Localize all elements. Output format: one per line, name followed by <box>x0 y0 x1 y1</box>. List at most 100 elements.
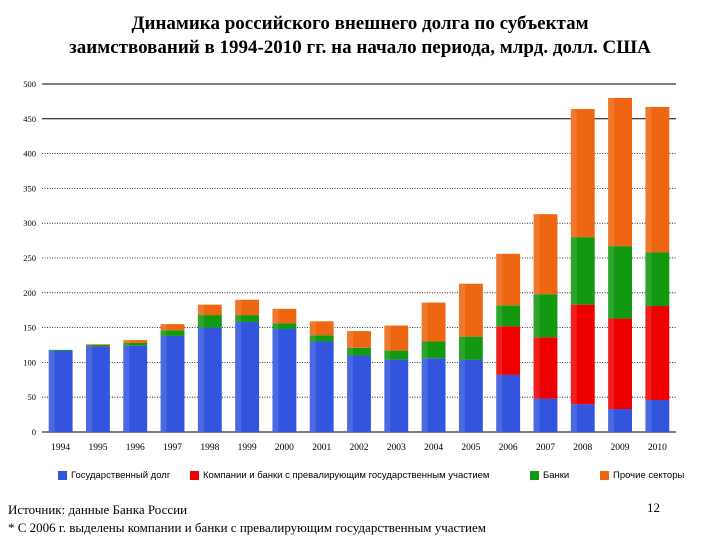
bar-segment-2007-s0 <box>533 398 558 432</box>
legend-swatch <box>58 471 67 480</box>
bar-segment-2007-s1 <box>533 337 558 399</box>
bar-highlight <box>570 237 577 305</box>
bar-segment-1997-s2 <box>160 330 185 336</box>
bar-segment-1994-s0 <box>48 350 73 432</box>
bar-segment-1999-s0 <box>235 322 260 432</box>
legend-label: Государственный долг <box>71 470 171 481</box>
legend-label: Прочие секторы <box>613 470 685 481</box>
bar-highlight <box>645 252 652 307</box>
bar-highlight <box>309 341 316 432</box>
y-tick-label: 350 <box>23 183 36 193</box>
legend-item: Прочие секторы <box>600 470 684 481</box>
bar-highlight <box>86 344 92 345</box>
bar-segment-1999-s2 <box>235 315 260 323</box>
bar-highlight <box>197 327 204 432</box>
bar-segment-2004-s2 <box>421 341 446 359</box>
legend-label: Компании и банки с превалирующим государ… <box>203 470 490 481</box>
bar-segment-1998-s3 <box>197 304 222 316</box>
bar-segment-2003-s3 <box>384 325 409 351</box>
bar-segment-2008-s2 <box>570 237 595 305</box>
bar-segment-2007-s3 <box>533 214 558 295</box>
bar-highlight <box>197 304 204 316</box>
bar-highlight <box>123 342 130 346</box>
x-tick-label: 1996 <box>126 443 145 453</box>
bar-highlight <box>645 399 652 432</box>
bar-highlight <box>160 330 167 336</box>
bar-segment-1999-s3 <box>235 299 260 316</box>
bar-segment-1995-s0 <box>86 346 110 432</box>
bar-segment-2001-s3 <box>309 321 334 336</box>
x-tick-label: 2002 <box>350 443 369 453</box>
legend-item: Банки <box>530 470 569 481</box>
bar-highlight <box>496 305 503 327</box>
source-note: Источник: данные Банка России <box>8 502 188 517</box>
bar-segment-2010-s3 <box>645 106 670 253</box>
legend-swatch <box>530 471 539 480</box>
bar-segment-2010-s0 <box>645 399 670 432</box>
bar-segment-2006-s2 <box>496 305 521 327</box>
legend-item: Компании и банки с превалирующим государ… <box>190 470 489 481</box>
chart-title-line2: заимствований в 1994-2010 гг. на начало … <box>69 37 651 58</box>
x-tick-label: 2006 <box>499 443 518 453</box>
legend-swatch <box>190 471 199 480</box>
bar-segment-2006-s3 <box>496 253 521 306</box>
bar-segment-2005-s0 <box>458 359 483 432</box>
bar-highlight <box>309 335 316 342</box>
bar-segment-1995-s3 <box>86 344 110 345</box>
bar-highlight <box>309 321 316 336</box>
bar-highlight <box>570 304 577 405</box>
bar-highlight <box>458 283 465 337</box>
bar-highlight <box>421 358 428 432</box>
bar-highlight <box>608 318 615 410</box>
bar-highlight <box>645 306 652 400</box>
bar-segment-2004-s3 <box>421 302 446 342</box>
bar-highlight <box>496 326 503 375</box>
bar-segment-1996-s2 <box>123 342 148 346</box>
bar-segment-2008-s0 <box>570 404 595 432</box>
page-number: 12 <box>647 500 660 515</box>
y-tick-label: 250 <box>23 253 36 263</box>
y-tick-label: 450 <box>23 114 36 124</box>
bar-highlight <box>160 324 167 331</box>
bar-segment-2002-s0 <box>347 355 371 432</box>
x-tick-label: 1999 <box>238 443 257 453</box>
bar-segment-2004-s0 <box>421 358 446 432</box>
bar-segment-2001-s2 <box>309 335 334 342</box>
bar-segment-2002-s3 <box>347 331 371 348</box>
bar-highlight <box>123 340 130 343</box>
bar-highlight <box>197 315 204 328</box>
x-tick-label: 1995 <box>88 443 107 453</box>
bar-highlight <box>570 404 577 432</box>
y-tick-label: 300 <box>23 218 36 228</box>
bar-highlight <box>48 350 55 432</box>
x-tick-label: 2004 <box>424 443 443 453</box>
bar-segment-2001-s0 <box>309 341 334 432</box>
bar-segment-2003-s0 <box>384 359 409 432</box>
bar-segment-2007-s2 <box>533 294 558 338</box>
bar-highlight <box>496 253 503 306</box>
bar-highlight <box>421 341 428 359</box>
bar-highlight <box>608 409 615 432</box>
bar-segment-2009-s3 <box>608 97 632 247</box>
bar-highlight <box>235 322 242 432</box>
stacked-bar-chart: 0 50 100 150 200 250 300 350 400 450 500 1994 1995 19… <box>23 79 676 453</box>
bar-highlight <box>384 350 391 360</box>
bar-highlight <box>86 346 92 432</box>
bar-highlight <box>533 337 540 399</box>
x-tick-label: 2003 <box>387 443 406 453</box>
bar-segment-2006-s0 <box>496 374 521 432</box>
y-tick-label: 200 <box>23 288 36 298</box>
bar-segment-1998-s2 <box>197 315 222 328</box>
y-tick-label: 100 <box>23 357 36 367</box>
bar-segment-2000-s0 <box>272 328 297 432</box>
bar-segment-2010-s1 <box>645 306 670 400</box>
legend-swatch <box>600 471 609 480</box>
footnote: * С 2006 г. выделены компании и банки с … <box>8 520 486 535</box>
bar-segment-2006-s1 <box>496 326 521 375</box>
bar-segment-2005-s3 <box>458 283 483 337</box>
bar-segment-2002-s2 <box>347 347 371 356</box>
bar-segment-2009-s1 <box>608 318 632 410</box>
bar-highlight <box>235 315 242 323</box>
bar-highlight <box>384 325 391 351</box>
bar-segment-2008-s1 <box>570 304 595 405</box>
